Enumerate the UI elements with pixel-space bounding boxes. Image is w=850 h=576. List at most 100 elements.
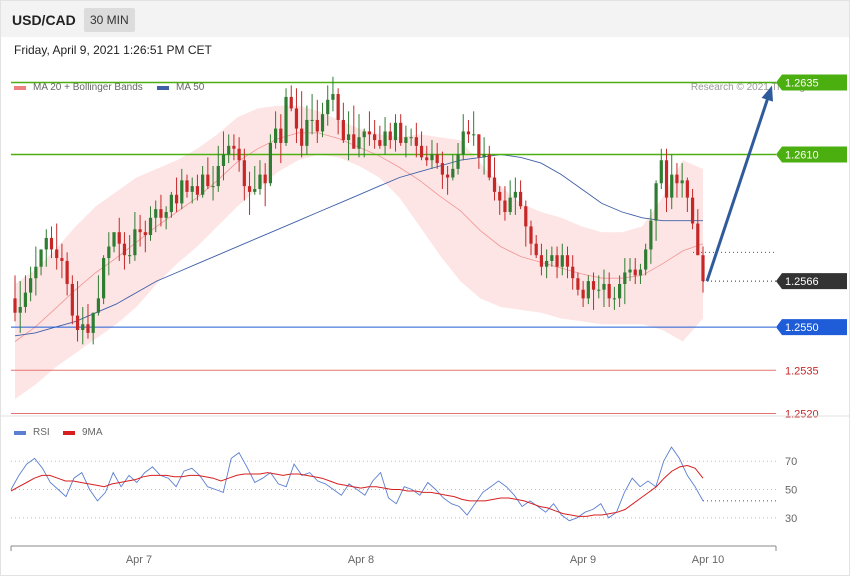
candle-body [477,134,481,158]
candle-body [258,174,262,190]
candle-body [305,119,309,146]
candle-body [430,154,434,161]
candle [644,243,648,276]
candle [23,275,28,313]
candle-body [550,255,554,261]
candle [164,206,168,230]
candle [180,168,184,210]
candle [159,194,163,227]
candle-body [107,246,111,259]
candle [294,88,299,143]
candle [680,163,684,198]
candle [466,119,471,143]
candle-body [13,298,17,313]
candle [649,209,653,264]
candle [221,131,226,181]
candle-body [644,249,648,270]
candle-body [75,315,80,331]
candle-body [253,189,257,192]
candle [263,163,267,207]
candle-body [545,260,549,267]
candle [268,134,272,187]
candle [446,165,450,195]
candle-body [49,237,54,250]
candle [331,76,335,112]
candle [242,148,246,201]
candle [472,111,476,146]
legend-rsi-label: RSI [33,427,50,438]
candle [638,263,643,284]
candle-body [446,174,450,178]
candle-body [284,96,288,143]
candle-body [675,174,679,184]
candle [513,177,517,215]
candle-body [508,197,512,213]
candle [154,200,158,233]
candle-body [487,154,491,178]
candle-body [190,186,194,192]
candle [237,137,241,172]
candle-body [378,140,382,146]
price-tag-r1: 1.2610 [776,146,847,163]
candle-body [503,200,507,213]
candle [701,246,705,293]
candle [477,134,481,169]
candle-body [404,137,408,143]
candle-body [133,229,137,256]
candle-body [456,154,460,169]
candle [143,220,147,253]
candle-body [112,232,116,247]
candle-body [268,142,272,184]
candle-body [96,298,100,313]
candle [107,232,111,276]
candle-body [242,160,246,187]
candle-body [425,157,429,161]
candle [253,165,257,195]
candle [289,85,293,112]
forecast-arrow-head [761,85,773,102]
candle-body [560,255,564,267]
candle [279,114,283,164]
candle [586,275,590,305]
candle-body [143,232,147,236]
candle [571,255,575,290]
candle-body [383,131,387,146]
candle-body [279,128,283,143]
candle-body [346,134,351,141]
candle [461,114,465,161]
price-label-s2: 1.2535 [785,365,819,377]
candle-body [164,212,168,218]
candle [591,272,596,310]
candle [659,148,663,190]
candle [49,226,54,259]
candle [482,137,486,175]
candle-body [388,131,392,141]
candle [232,134,236,161]
candle [602,269,606,307]
candle-body [201,174,205,195]
candle-body [60,258,64,261]
forecast-arrow-line [705,94,771,282]
candle-body [237,148,241,161]
candle-body [326,99,330,115]
candle-body [393,122,398,141]
candle [383,117,387,155]
ma20-swatch [14,85,26,90]
candle [247,171,252,215]
x-tick-label: Apr 8 [348,554,374,566]
symbol-title: USD/CAD [12,12,76,28]
candle-body [529,226,533,244]
rsi-swatch [14,430,26,435]
candle-body [670,174,674,198]
candle-body [659,160,663,184]
candle-body [472,134,476,136]
candle [320,102,325,138]
timeframe-badge[interactable]: 30 MIN [84,8,135,32]
candle [435,142,439,169]
legend-ma20: MA 20 + Bollinger Bands [14,82,143,93]
candle [96,275,100,316]
candle [623,258,627,305]
candle-body [498,191,502,201]
candle-body [399,122,403,143]
candle-body [419,145,424,158]
